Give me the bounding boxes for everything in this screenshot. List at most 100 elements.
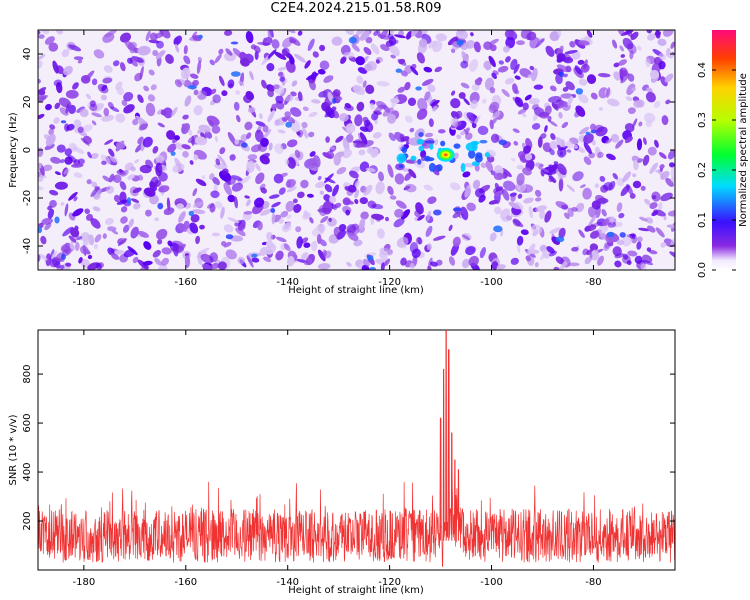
- spectrogram-blob: [287, 30, 296, 34]
- spectrogram-blob: [614, 253, 625, 259]
- spectrogram-blob: [427, 196, 437, 204]
- spectrogram-blob: [616, 202, 623, 213]
- spectrogram-blob: [634, 255, 643, 264]
- spectrogram-blob: [664, 73, 674, 83]
- spectrogram-blob: [645, 91, 656, 103]
- spectrogram-blob: [327, 91, 334, 103]
- spectrogram-blob: [217, 261, 227, 270]
- spectrogram-blob: [56, 144, 66, 153]
- spectrogram-blob: [566, 184, 576, 192]
- spectrogram-blob: [376, 81, 390, 87]
- spectrogram-blob: [102, 175, 111, 182]
- spectrogram-blob: [119, 181, 127, 191]
- snr-series-line: [38, 330, 675, 567]
- spectrogram-blob: [405, 30, 413, 40]
- spectrogram-blob: [575, 202, 585, 213]
- spectrogram-blob: [346, 224, 357, 234]
- spectrogram-blob: [105, 185, 115, 194]
- spectrogram-blob: [489, 101, 500, 111]
- spectrogram-blob: [235, 227, 246, 237]
- spectrogram-blob: [456, 39, 464, 46]
- spectrogram-blob: [60, 159, 65, 164]
- spectrogram-blob: [455, 30, 468, 40]
- spectrogram-blob: [633, 99, 642, 108]
- y-tick-label: -20: [22, 190, 33, 206]
- spectrogram-blob: [531, 68, 538, 82]
- spectrogram-blob: [225, 48, 233, 56]
- spectrogram-blob: [283, 243, 291, 252]
- spectrogram-blob: [188, 210, 194, 217]
- spectrogram-blob: [397, 58, 407, 66]
- spectrogram-blob: [156, 40, 164, 49]
- spectrogram-blob: [148, 39, 160, 44]
- spectrogram-blob: [290, 91, 297, 97]
- spectrogram-blob: [667, 149, 675, 160]
- spectrogram-blob: [38, 162, 42, 169]
- spectrogram-blob: [450, 98, 461, 109]
- spectrogram-blob: [154, 217, 159, 222]
- spectrogram-blob: [221, 240, 227, 247]
- spectrogram-blob: [393, 218, 405, 228]
- spectrogram-blob: [647, 146, 657, 156]
- spectrogram-blob: [433, 235, 446, 241]
- spectrogram-blob: [574, 65, 582, 75]
- spectrogram-blob: [263, 37, 267, 42]
- spectrogram-blob: [432, 105, 438, 112]
- spectrogram-blob: [333, 204, 338, 211]
- spectrogram-blob: [548, 119, 558, 127]
- spectrogram-blob: [104, 139, 114, 145]
- spectrogram-blob: [138, 123, 148, 131]
- spectrogram-blob: [489, 87, 496, 94]
- spectrogram-blob: [470, 32, 474, 37]
- spectrogram-blob: [599, 175, 606, 182]
- spectrogram-blob: [231, 175, 243, 181]
- spectrogram-blob: [112, 230, 119, 235]
- spectrogram-blob: [206, 115, 220, 126]
- spectrogram-blob: [214, 201, 223, 209]
- spectrogram-blob: [597, 197, 609, 204]
- spectrogram-blob: [278, 71, 284, 77]
- spectrogram-blob: [161, 247, 172, 255]
- hotspot-blob: [396, 153, 407, 164]
- spectrogram-blob: [129, 48, 136, 54]
- spectrogram-blob: [627, 73, 635, 82]
- spectrogram-blob: [453, 152, 459, 160]
- spectrogram-blob: [540, 112, 550, 118]
- spectrogram-blob: [209, 173, 215, 180]
- spectrogram-blob: [81, 124, 93, 133]
- spectrogram-blob: [369, 267, 376, 270]
- spectrogram-blob: [224, 30, 233, 36]
- spectrogram-blob: [460, 206, 469, 220]
- spectrogram-blob: [116, 86, 124, 96]
- colorbar: 0.0 0.1 0.2 0.3 0.4 Normalized spectral ampl…: [697, 30, 749, 278]
- spectrogram-blob: [550, 163, 558, 173]
- spectrogram-blob: [93, 243, 99, 250]
- spectrogram-blob: [130, 226, 139, 239]
- spectrogram-blob: [212, 94, 221, 104]
- spectrogram-blob: [71, 163, 84, 168]
- spectrogram-blob: [69, 227, 80, 238]
- spectrogram-blob: [236, 114, 241, 123]
- spectrogram-blob: [354, 198, 359, 205]
- spectrogram-blob: [595, 126, 608, 137]
- spectrogram-blob: [249, 70, 254, 81]
- y-tick-label: 400: [22, 462, 33, 481]
- spectrogram-blob: [490, 170, 496, 176]
- spectrogram-blob: [637, 158, 644, 163]
- spectrogram-blob: [328, 195, 337, 204]
- spectrogram-blob: [665, 99, 671, 105]
- spectrogram-blob: [365, 167, 376, 173]
- spectrogram-blob: [90, 153, 99, 159]
- spectrogram-blob: [152, 146, 159, 154]
- spectrogram-blob: [278, 187, 286, 195]
- spectrogram-blob: [227, 132, 236, 145]
- spectrogram-blob: [302, 212, 312, 220]
- spectrogram-blob: [275, 236, 287, 243]
- spectrogram-blob: [280, 210, 289, 218]
- spectrogram-blob: [514, 89, 520, 95]
- spectrogram-blob: [345, 30, 354, 36]
- spectrogram-blob: [562, 86, 569, 92]
- spectrogram-blob: [433, 209, 442, 216]
- spectrogram-blob: [624, 123, 635, 133]
- spectrogram-blob: [267, 49, 277, 59]
